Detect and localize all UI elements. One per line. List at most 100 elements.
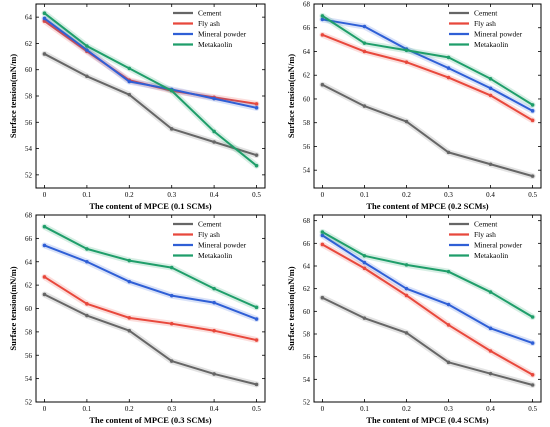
data-point-fly-ash [42,275,47,279]
series-line-metakaolin [321,231,534,318]
data-point-metakaolin [446,55,451,60]
x-tick-label: 0.1 [360,405,369,413]
data-point-mineral-powder [530,341,535,345]
data-point-mineral-powder [488,86,493,91]
data-point-mineral-powder [85,48,89,52]
data-point-fly-ash [404,60,409,64]
data-point-metakaolin [404,48,409,53]
legend-label: Cement [474,220,498,229]
data-point-cement [254,382,259,387]
data-point-fly-ash [254,102,259,106]
data-point-metakaolin [169,265,174,270]
y-tick-label: 56 [303,353,311,361]
data-point-mineral-powder [42,243,47,248]
data-point-fly-ash [446,323,451,327]
data-point-cement [404,119,409,124]
y-tick-label: 58 [303,119,311,127]
y-tick-label: 52 [25,171,33,179]
data-point-metakaolin [446,269,451,274]
data-point-mineral-powder [169,293,174,298]
y-tick-label: 56 [25,119,33,127]
data-point-metakaolin [530,103,535,107]
x-tick-label: 0.2 [125,191,134,199]
data-point-metakaolin [169,88,174,93]
data-point-fly-ash [488,349,493,353]
data-point-cement [127,328,132,333]
y-tick-label: 64 [25,14,33,22]
x-tick-label: 0.4 [210,191,219,199]
x-axis-title: The content of MPCE (0.1 SCMs) [89,201,211,211]
data-point-mineral-powder [362,24,367,29]
data-point-cement [169,127,174,131]
series-line-metakaolin [43,12,258,167]
y-tick-label: 60 [303,308,311,316]
legend-label: Mineral powder [198,241,247,250]
legend-label: Metakaolin [474,40,508,49]
data-point-fly-ash [169,321,174,326]
data-point-cement [320,295,325,300]
data-point-cement [254,153,259,157]
data-point-metakaolin [488,290,493,294]
data-point-cement [362,316,367,320]
y-tick-label: 62 [25,40,33,48]
data-point-metakaolin [320,230,325,234]
data-point-fly-ash [320,242,325,247]
data-point-cement [42,292,47,297]
legend-label: Cement [198,220,222,229]
data-point-cement [530,383,535,387]
data-point-fly-ash [530,118,535,123]
series-line-mineral-powder [321,234,533,345]
series-line-fly-ash [321,243,534,376]
y-axis-title: Surface tension(mN/m) [286,54,296,138]
data-point-metakaolin [404,263,409,267]
data-point-mineral-powder [320,233,325,238]
x-axis-title: The content of MPCE (0.2 SCMs) [366,201,488,211]
x-tick-label: 0 [321,191,325,199]
chart-panel-4: 52 54 56 58 60 62 64 66 68 0 0.1 0.2 0.3 0.4 0.5 The co… [286,214,542,425]
chart-panel-3: 52 54 56 58 60 62 64 66 68 0 0.1 0.2 0.3 0.4 0.5 The co… [8,212,266,425]
legend-label: Cement [474,9,498,18]
data-point-metakaolin [362,41,367,45]
y-tick-label: 68 [25,212,33,220]
data-point-cement [42,52,47,56]
y-axis-title: Surface tension(mN/m) [8,266,18,350]
data-point-metakaolin [320,14,325,18]
x-tick-label: 0 [43,405,47,413]
data-point-mineral-powder [362,260,367,265]
data-point-fly-ash [85,302,89,306]
y-tick-label: 64 [303,48,311,56]
data-point-mineral-powder [212,300,216,305]
legend-label: Mineral powder [474,241,523,250]
x-tick-label: 0.3 [167,405,176,413]
plot-frame [313,3,542,189]
data-point-fly-ash [362,266,367,271]
legend-label: Metakaolin [198,40,232,49]
series-line-metakaolin [321,15,534,106]
y-tick-label: 66 [303,240,311,248]
data-point-cement [362,104,367,108]
y-tick-label: 52 [25,399,33,407]
legend-label: Metakaolin [198,251,232,260]
y-tick-label: 62 [303,285,311,293]
data-point-cement [488,162,493,167]
series-line-fly-ash [43,276,257,342]
legend-label: Mineral powder [198,30,247,39]
y-tick-label: 62 [303,72,311,80]
data-point-metakaolin [254,305,259,310]
data-point-metakaolin [42,11,47,15]
x-tick-label: 0.1 [83,191,92,199]
y-tick-label: 54 [25,375,33,383]
series-line-mineral-powder [322,18,534,112]
y-tick-label: 66 [25,235,33,243]
x-tick-label: 0.3 [444,405,453,413]
data-point-metakaolin [488,76,493,81]
y-tick-label: 54 [25,145,33,153]
data-point-cement [85,74,89,79]
data-point-mineral-powder [254,106,259,110]
y-tick-label: 60 [25,66,33,74]
y-axis-title: Surface tension(mN/m) [286,266,296,350]
legend-label: Fly ash [474,19,496,28]
